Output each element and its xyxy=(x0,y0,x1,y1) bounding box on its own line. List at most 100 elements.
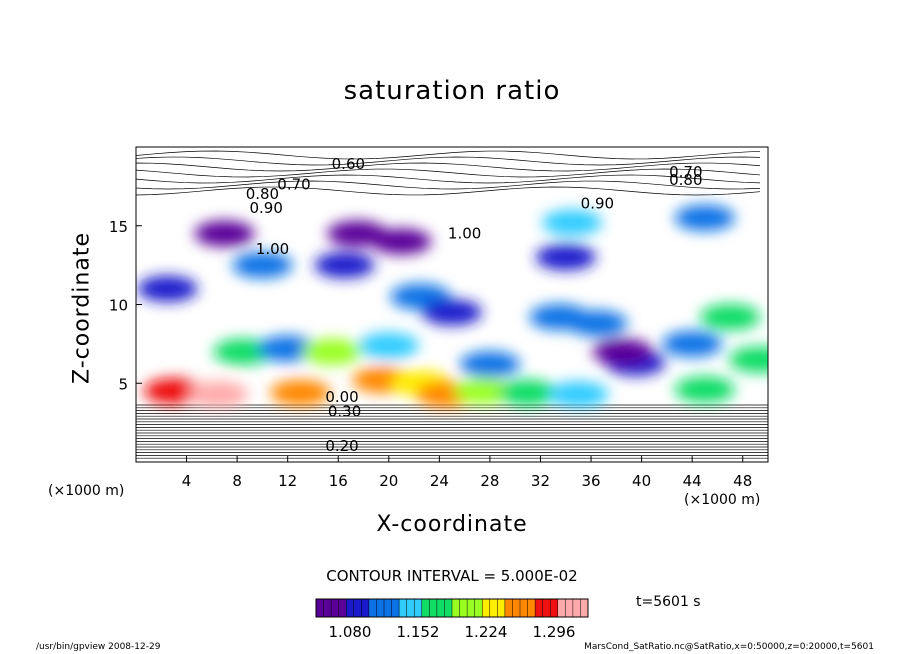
colorbar-segment xyxy=(323,599,332,617)
colorbar: 1.080 1.152 1.224 1.296 xyxy=(315,598,589,641)
contour-label: 0.20 xyxy=(325,437,358,455)
saturation-region xyxy=(301,338,362,365)
contour-label: 0.60 xyxy=(332,155,365,173)
colorbar-frame xyxy=(315,598,589,618)
colorbar-tick-label: 1.296 xyxy=(533,623,576,641)
contour-label: 0.70 xyxy=(669,163,702,181)
colorbar-segment xyxy=(338,599,347,617)
colorbar-segment xyxy=(550,599,559,617)
colorbar-segment xyxy=(474,599,483,617)
colorbar-segment xyxy=(353,599,362,617)
colorbar-segment xyxy=(452,599,460,617)
colorbar-segment xyxy=(572,599,581,617)
saturation-region xyxy=(542,209,603,236)
contour-line xyxy=(136,162,761,172)
y-tick-label: 5 xyxy=(118,375,128,393)
x-tick-label: 8 xyxy=(232,472,242,490)
saturation-region xyxy=(257,335,318,362)
colorbar-segment xyxy=(316,599,324,617)
saturation-region xyxy=(213,338,274,365)
x-axis-title: X-coordinate xyxy=(376,512,528,537)
colorbar-segment xyxy=(384,599,392,617)
x-tick-label: 4 xyxy=(182,472,192,490)
contour-line xyxy=(136,150,761,160)
saturation-region xyxy=(270,379,331,406)
contour-line xyxy=(136,186,761,196)
saturation-region xyxy=(314,252,375,279)
saturation-region xyxy=(662,330,723,357)
colorbar-segment xyxy=(376,599,385,617)
colorbar-segment xyxy=(565,599,574,617)
colorbar-segment xyxy=(512,599,521,617)
colorbar-segment xyxy=(459,599,468,617)
colorbar-segment xyxy=(557,599,566,617)
saturation-region xyxy=(548,381,609,408)
x-tick-label: 16 xyxy=(329,472,348,490)
colorbar-segment xyxy=(429,599,438,617)
colorbar-tick-label: 1.152 xyxy=(397,623,440,641)
contour-label: 0.70 xyxy=(277,176,310,194)
saturation-region xyxy=(674,204,735,231)
contour-label: 0.80 xyxy=(669,171,702,189)
contour-label: 0.90 xyxy=(581,194,614,212)
saturation-region xyxy=(497,379,558,406)
time-label: t=5601 s xyxy=(636,594,701,610)
saturation-region xyxy=(358,332,419,359)
colorbar-segment xyxy=(368,599,377,617)
x-tick-label: 24 xyxy=(430,472,449,490)
colorbar-segment xyxy=(482,599,491,617)
y-axis-title: Z-coordinate xyxy=(69,232,95,384)
colorbar-segment xyxy=(467,599,475,617)
saturation-region xyxy=(674,376,735,403)
contour-lines xyxy=(136,150,768,459)
saturation-region xyxy=(137,275,198,302)
colorbar-segment xyxy=(414,599,423,617)
x-axis: 4 8 12 16 20 24 28 32 36 40 44 48 xyxy=(182,456,752,490)
x-tick-label: 36 xyxy=(581,472,600,490)
saturation-region xyxy=(700,304,761,331)
y-tick-label: 10 xyxy=(109,297,128,315)
colorbar-segment xyxy=(489,599,498,617)
colorbar-segment xyxy=(436,599,445,617)
saturation-regions xyxy=(137,204,768,408)
saturation-region xyxy=(459,351,520,378)
x-tick-label: 44 xyxy=(683,472,702,490)
x-tick-label: 12 xyxy=(278,472,297,490)
colorbar-segment xyxy=(361,599,370,617)
saturation-region xyxy=(592,338,653,365)
colorbar-segment xyxy=(331,599,339,617)
saturation-region xyxy=(371,228,432,255)
x-tick-label: 28 xyxy=(480,472,499,490)
saturation-region xyxy=(422,299,482,326)
colorbar-segment xyxy=(346,599,355,617)
saturation-region xyxy=(188,381,249,408)
contour-label: 1.00 xyxy=(256,240,289,258)
colorbar-segment xyxy=(406,599,415,617)
footer-source: MarsCond_SatRatio.nc@SatRatio,x=0:50000,… xyxy=(584,642,874,652)
colorbar-segment xyxy=(542,599,551,617)
contour-labels: 0.600.700.800.900.700.800.901.001.000.00… xyxy=(246,155,703,455)
colorbar-segment xyxy=(504,599,513,617)
saturation-region xyxy=(453,378,514,405)
chart-title: saturation ratio xyxy=(343,76,561,106)
contour-label: 1.00 xyxy=(448,224,481,242)
footer-program: /usr/bin/gpview 2008-12-29 xyxy=(36,642,161,652)
colorbar-segment xyxy=(520,599,528,617)
colorbar-tick-label: 1.224 xyxy=(465,623,508,641)
colorbar-segment xyxy=(444,599,453,617)
colorbar-segment xyxy=(421,599,430,617)
y-tick-label: 15 xyxy=(109,218,128,236)
y-unit-label: (×1000 m) xyxy=(48,483,125,499)
x-tick-label: 48 xyxy=(733,472,752,490)
contour-line xyxy=(136,156,761,166)
colorbar-segment xyxy=(527,599,536,617)
saturation-region xyxy=(232,252,293,279)
contour-line xyxy=(136,180,761,190)
colorbar-segment xyxy=(497,599,506,617)
saturation-region xyxy=(143,378,204,405)
contour-label: 0.00 xyxy=(325,388,358,406)
colorbar-tick-label: 1.080 xyxy=(329,623,372,641)
contour-label: 0.90 xyxy=(249,199,282,217)
contour-label: 0.80 xyxy=(246,185,279,203)
